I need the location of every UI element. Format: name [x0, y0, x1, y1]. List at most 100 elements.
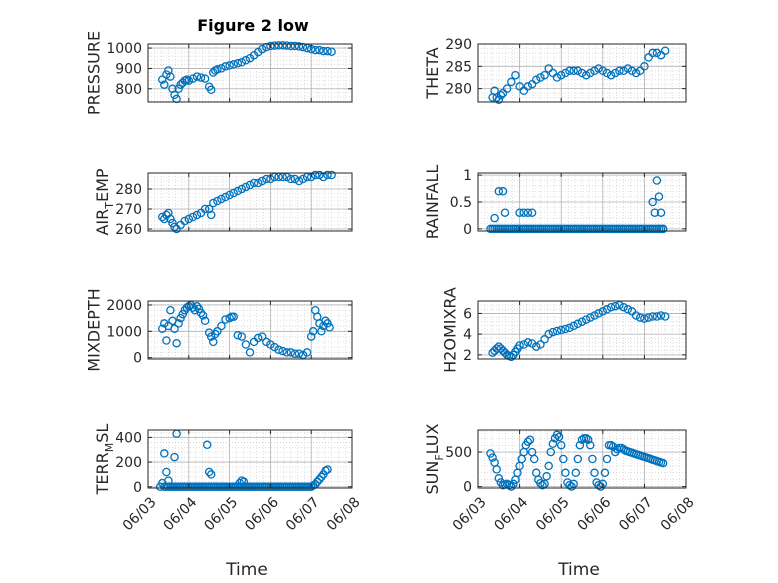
- data-point: [164, 476, 173, 485]
- data-point: [257, 332, 267, 341]
- data-point: [561, 324, 570, 334]
- data-point: [237, 332, 247, 341]
- x-tick-label: 06/05: [201, 494, 241, 534]
- data-point: [598, 307, 608, 316]
- data-point: [225, 61, 234, 70]
- data-point: [286, 174, 296, 184]
- data-point: [611, 68, 620, 78]
- data-point: [575, 440, 585, 450]
- data-point: [323, 46, 332, 56]
- y-tick-label: 0: [463, 222, 472, 238]
- data-point: [290, 41, 300, 51]
- data-point: [235, 478, 245, 488]
- data-point: [552, 326, 562, 336]
- y-tick-label: 900: [115, 61, 142, 77]
- axes-box: [477, 429, 687, 489]
- data-point: [586, 313, 595, 322]
- data-point: [613, 445, 622, 454]
- data-point: [311, 45, 320, 55]
- data-point: [590, 66, 599, 76]
- data-point: [278, 41, 287, 50]
- subplot-sun_flux: 0 500 06/03 06/04 06/05 06/06 06/07 06/08 Time SU…: [423, 423, 697, 580]
- data-point: [652, 312, 662, 321]
- data-point: [206, 470, 216, 479]
- data-point: [239, 477, 249, 487]
- figure-title: Figure 2 low: [197, 16, 309, 35]
- data-point: [206, 85, 216, 95]
- data-point: [515, 341, 524, 350]
- data-point: [192, 302, 202, 311]
- data-point: [523, 338, 533, 347]
- data-point: [160, 214, 169, 224]
- x-tick-label: 06/05: [533, 494, 573, 534]
- data-point: [257, 176, 267, 186]
- series-points: [486, 176, 668, 234]
- data-point: [554, 432, 564, 442]
- data-point: [298, 174, 308, 184]
- plot-area: [478, 301, 686, 359]
- y-tick-label: 1000: [106, 324, 142, 340]
- y-tick-label: 4: [463, 327, 472, 343]
- data-point: [525, 435, 535, 444]
- data-point: [192, 72, 202, 81]
- data-point: [656, 50, 666, 60]
- data-point: [192, 210, 202, 220]
- y-tick-label: 200: [115, 455, 142, 471]
- data-point: [315, 45, 324, 55]
- data-point: [166, 305, 175, 315]
- data-point: [204, 467, 214, 477]
- y-axis-label: AIRTEMP: [93, 168, 116, 235]
- data-point: [602, 305, 612, 314]
- data-point: [577, 435, 587, 444]
- plot-area: [478, 44, 686, 102]
- data-point: [660, 46, 670, 55]
- data-point: [306, 332, 316, 341]
- data-point: [170, 452, 179, 462]
- data-point: [544, 329, 553, 339]
- data-point: [502, 84, 512, 93]
- data-point: [606, 302, 616, 312]
- data-point: [594, 309, 603, 318]
- data-point: [602, 454, 612, 464]
- y-axis-label: RAINFALL: [423, 165, 442, 240]
- data-point: [282, 348, 291, 357]
- data-point: [162, 70, 171, 79]
- data-point: [548, 327, 558, 337]
- data-point: [640, 62, 649, 71]
- axes-box: [147, 43, 353, 103]
- y-axis-label: TERRMSL: [93, 424, 116, 496]
- data-point: [623, 64, 633, 73]
- data-point: [504, 480, 514, 490]
- data-point: [229, 188, 238, 198]
- data-point: [569, 321, 578, 331]
- data-point: [241, 56, 251, 65]
- y-tick-label: 0: [133, 351, 142, 367]
- data-point: [500, 208, 510, 217]
- data-point: [527, 208, 537, 217]
- y-axis-label: H2OMIXRA: [440, 287, 459, 373]
- data-point: [294, 42, 304, 51]
- data-point: [180, 216, 189, 226]
- y-axis-label: MIXDEPTH: [85, 288, 104, 371]
- series-points: [158, 41, 336, 104]
- data-point: [552, 73, 562, 82]
- data-point: [581, 434, 591, 443]
- y-tick-label: 1000: [106, 41, 142, 57]
- data-point: [158, 212, 167, 222]
- data-point: [594, 480, 603, 490]
- y-tick-label: 285: [445, 59, 472, 75]
- x-tick-label: 06/03: [120, 494, 160, 534]
- data-point: [565, 66, 574, 76]
- data-point: [253, 178, 263, 188]
- data-point: [241, 340, 251, 349]
- data-point: [648, 197, 657, 207]
- data-point: [184, 76, 194, 85]
- data-point: [194, 304, 204, 314]
- data-point: [544, 64, 553, 73]
- data-point: [313, 477, 322, 487]
- data-point: [590, 311, 599, 320]
- data-point: [286, 41, 296, 51]
- y-tick-label: 290: [445, 37, 472, 53]
- data-point: [257, 44, 267, 54]
- data-point: [486, 449, 495, 458]
